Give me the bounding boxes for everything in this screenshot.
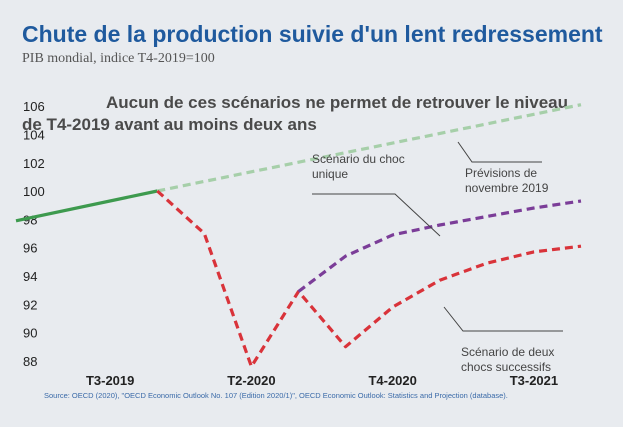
y-tick-label: 94 <box>23 269 37 284</box>
chart-subtitle: PIB mondial, indice T4-2019=100 <box>22 51 215 66</box>
annotation-leader-double <box>443 306 563 332</box>
annotation-line: novembre 2019 <box>465 181 549 195</box>
chart-source: Source: OECD (2020), "OECD Economic Outl… <box>44 391 508 400</box>
series-line-forecast <box>156 103 582 193</box>
annotation-line: Prévisions de <box>465 166 537 180</box>
chart-title: Chute de la production suivie d'un lent … <box>22 21 603 47</box>
x-tick-label: T3-2021 <box>510 373 558 388</box>
annotation-leader-forecast <box>457 141 542 163</box>
chart-headline: Aucun de ces scénarios ne permet de retr… <box>22 93 568 134</box>
headline-line-2: de T4-2019 avant au moins deux ans <box>22 115 317 134</box>
x-tick-label: T3-2019 <box>86 373 134 388</box>
y-tick-label: 100 <box>23 184 45 199</box>
annotation-line: Scénario de deux <box>461 345 554 359</box>
y-tick-label: 106 <box>23 99 45 114</box>
annotation-line: unique <box>312 167 348 181</box>
y-tick-label: 90 <box>23 326 37 341</box>
y-tick-label: 104 <box>23 127 45 142</box>
x-tick-label: T4-2020 <box>368 373 416 388</box>
annotations: Scénario du choc unique Prévisions de novem… <box>312 141 563 374</box>
series-line-single <box>297 199 582 293</box>
y-tick-label: 102 <box>23 156 45 171</box>
annotation-leader-single <box>312 193 441 237</box>
annotation-double: Scénario de deux chocs successifs <box>461 345 554 374</box>
y-tick-label: 88 <box>23 354 37 369</box>
y-tick-label: 92 <box>23 297 37 312</box>
annotation-forecast: Prévisions de novembre 2019 <box>465 166 549 195</box>
series-group <box>15 103 582 369</box>
annotation-line: Scénario du choc <box>312 152 405 166</box>
x-axis-ticks: T3-2019 T2-2020 T4-2020 T3-2021 <box>86 373 558 388</box>
headline-line-1: Aucun de ces scénarios ne permet de retr… <box>106 93 568 112</box>
annotation-single: Scénario du choc unique <box>312 152 405 181</box>
y-tick-label: 96 <box>23 241 37 256</box>
series-line-double <box>156 189 582 369</box>
x-tick-label: T2-2020 <box>227 373 275 388</box>
annotation-line: chocs successifs <box>461 360 551 374</box>
series-line-history <box>15 189 158 223</box>
